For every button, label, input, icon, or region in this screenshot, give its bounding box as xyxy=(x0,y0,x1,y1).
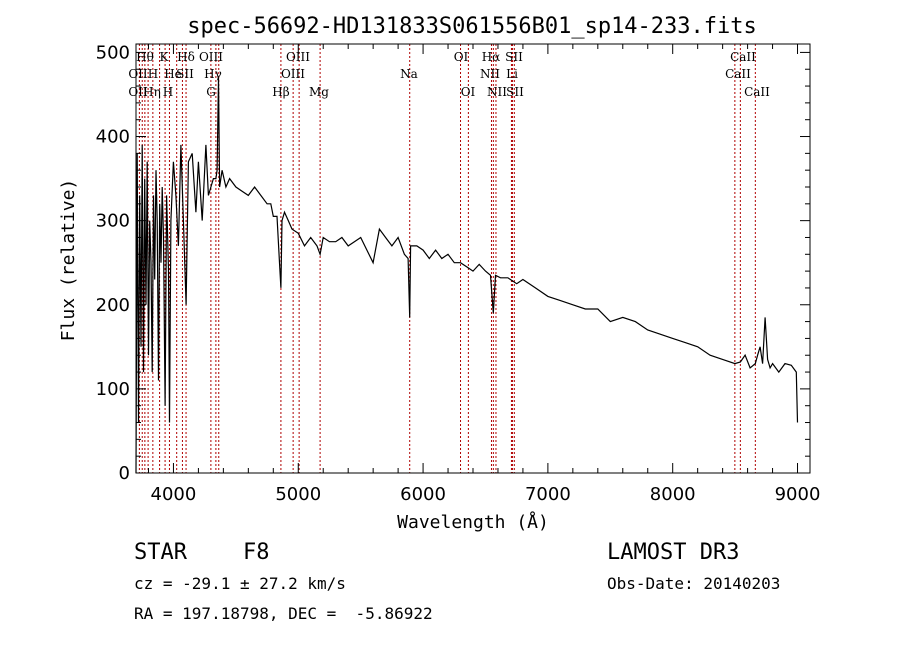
line-label: Hθ xyxy=(136,50,154,64)
line-label: Hδ xyxy=(177,50,195,64)
line-label: SII xyxy=(505,50,523,64)
x-tick-label: 8000 xyxy=(650,484,696,505)
line-label: OIII xyxy=(199,50,223,64)
x-axis-label: Wavelength (Å) xyxy=(397,511,549,533)
x-tick-label: 9000 xyxy=(775,484,821,505)
x-tick-label: 4000 xyxy=(151,484,197,505)
line-label: Hη xyxy=(143,85,161,99)
spectrum-chart: spec-56692-HD131833S061556B01_sp14-233.f… xyxy=(58,14,821,533)
x-tick-label: 5000 xyxy=(275,484,321,505)
object-class: STAR xyxy=(134,540,187,565)
line-label: CaII xyxy=(725,67,751,81)
line-label: CaII xyxy=(730,50,756,64)
line-label: Li xyxy=(506,67,518,81)
line-label: OIII xyxy=(281,67,305,81)
line-label: Na xyxy=(400,67,418,81)
x-axis: 4000 5000 6000 7000 8000 9000 xyxy=(147,44,821,505)
object-subclass: F8 xyxy=(243,540,270,565)
y-tick-label: 500 xyxy=(96,42,130,63)
redshift-velocity: cz = -29.1 ± 27.2 km/s xyxy=(134,574,346,593)
line-label: H xyxy=(148,67,158,81)
line-label: CaII xyxy=(744,85,770,99)
y-tick-label: 100 xyxy=(96,379,130,400)
line-label: SII xyxy=(506,85,524,99)
y-tick-label: 0 xyxy=(119,463,130,484)
y-tick-label: 300 xyxy=(96,211,130,232)
coordinates: RA = 197.18798, DEC = -5.86922 xyxy=(134,604,433,623)
line-label: OI xyxy=(454,50,469,64)
y-axis: 0 100 200 300 400 500 xyxy=(96,42,810,484)
x-tick-label: 7000 xyxy=(525,484,571,505)
line-label: SII xyxy=(176,67,194,81)
chart-title: spec-56692-HD131833S061556B01_sp14-233.f… xyxy=(187,14,757,39)
line-label: OI xyxy=(461,85,476,99)
plot-frame xyxy=(135,43,811,474)
obs-date: Obs-Date: 20140203 xyxy=(607,574,781,593)
line-label: OII xyxy=(128,67,148,81)
y-tick-label: 400 xyxy=(96,127,130,148)
line-label: Hα xyxy=(482,50,501,64)
line-label: OIII xyxy=(286,50,310,64)
line-label: Mg xyxy=(309,85,329,99)
line-label: H xyxy=(163,85,173,99)
y-axis-label: Flux (relative) xyxy=(58,179,79,342)
line-label: OII xyxy=(128,85,148,99)
survey-name: LAMOST DR3 xyxy=(607,540,740,565)
line-label: Hγ xyxy=(204,67,222,81)
line-label: G xyxy=(206,85,216,99)
line-label: NII xyxy=(480,67,500,81)
line-label: NII xyxy=(487,85,507,99)
y-tick-label: 200 xyxy=(96,295,130,316)
line-label: He xyxy=(164,67,182,81)
line-label: Hβ xyxy=(272,85,289,99)
line-label: K xyxy=(160,50,170,64)
spectral-line-markers xyxy=(138,44,756,473)
x-tick-label: 6000 xyxy=(400,484,446,505)
spectrum-trace xyxy=(135,77,799,474)
